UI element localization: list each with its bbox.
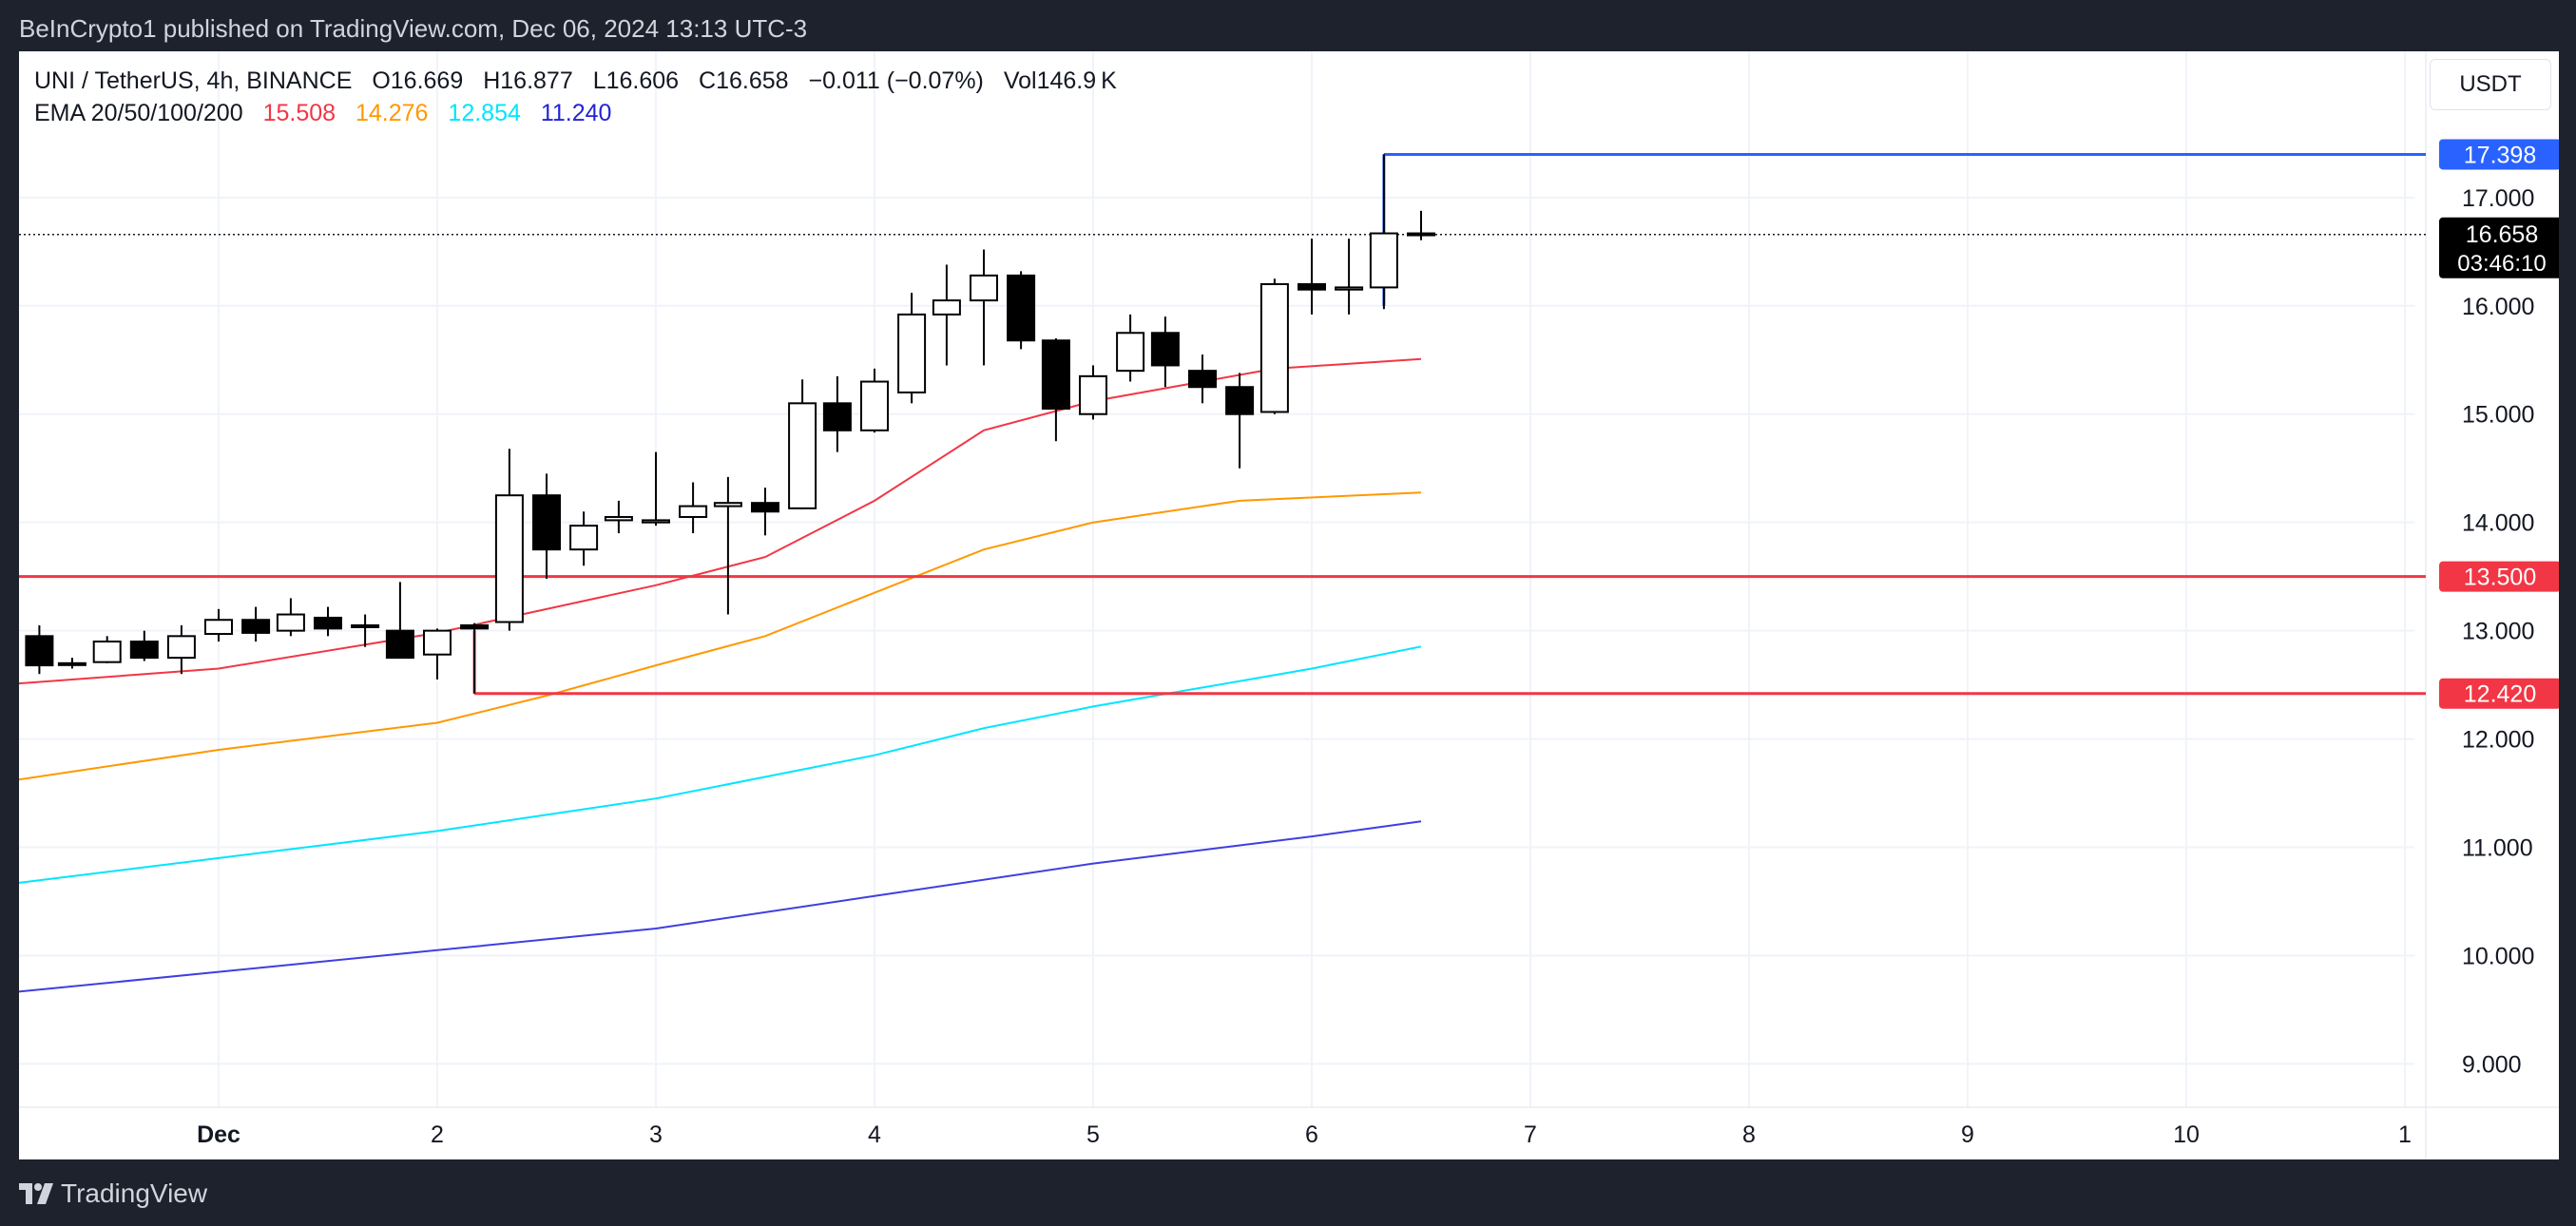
last-price-badge — [2439, 217, 2559, 278]
y-tick-label: 15.000 — [2462, 402, 2534, 429]
y-tick-label: 17.000 — [2462, 185, 2534, 212]
price-chart[interactable]: 9.000 10.000 11.000 12.000 13.000 14.000 15.00… — [19, 51, 2559, 1159]
y-tick-label: 14.000 — [2462, 510, 2534, 537]
candle-up — [1369, 232, 1398, 289]
x-tick-label: 1 — [2398, 1121, 2412, 1148]
candle-down — [385, 629, 414, 660]
x-tick-label: 5 — [1086, 1121, 1100, 1148]
y-tick-label: 11.000 — [2462, 835, 2533, 862]
candle-up — [970, 274, 998, 302]
candle-up — [642, 519, 670, 524]
top-bar: BeInCrypto1 published on TradingView.com… — [0, 0, 2576, 51]
ema-line-200 — [19, 820, 1422, 993]
ema200-value: 11.240 — [540, 100, 612, 126]
candle-up — [57, 661, 87, 666]
candle-down — [751, 502, 779, 513]
candle-up — [92, 641, 122, 663]
low-value: L16.606 — [592, 67, 680, 94]
candle-down — [129, 641, 159, 660]
ema100-value: 12.854 — [448, 100, 521, 126]
change-value: −0.011 (−0.07%) — [808, 67, 984, 94]
candle-up — [788, 402, 817, 509]
candle-down — [532, 494, 561, 551]
publisher-text: BeInCrypto1 published on TradingView.com… — [19, 14, 808, 43]
brand-label: TradingView — [61, 1178, 208, 1208]
bottom-bar: TradingView — [0, 1159, 2576, 1226]
ema-line-100 — [19, 645, 1422, 884]
countdown-label: 03:46:10 — [2457, 251, 2546, 277]
x-tick-label: 8 — [1742, 1121, 1756, 1148]
candle-up — [204, 619, 233, 636]
candle-down — [822, 402, 852, 431]
candle-up — [1259, 282, 1289, 413]
candle-down — [1225, 386, 1255, 415]
candle-up — [897, 313, 927, 393]
ema20-value: 15.508 — [262, 100, 336, 126]
candle-down — [241, 619, 271, 634]
level-badge — [2439, 139, 2559, 170]
chart-legend: UNI / TetherUS, 4h, BINANCE O16.669 H16.… — [34, 65, 1130, 129]
candle-down — [460, 623, 490, 630]
x-tick-label: Dec — [197, 1121, 240, 1148]
y-tick-label: 10.000 — [2462, 943, 2534, 969]
x-tick-label: 9 — [1961, 1121, 1974, 1148]
x-tick-label: 3 — [649, 1121, 663, 1148]
symbol-label[interactable]: UNI / TetherUS, 4h, BINANCE — [34, 67, 353, 94]
candle-down — [1407, 232, 1435, 237]
level-label: 17.398 — [2464, 142, 2536, 168]
candle-down — [314, 616, 342, 630]
candle-up — [1116, 332, 1145, 373]
y-tick-label: 16.000 — [2462, 294, 2534, 320]
y-tick-label: 12.000 — [2462, 727, 2534, 754]
x-tick-label: 7 — [1524, 1121, 1537, 1148]
candle-down — [1041, 339, 1070, 411]
open-value: O16.669 — [372, 67, 464, 94]
candle-up — [860, 380, 889, 431]
x-tick-label: 4 — [868, 1121, 881, 1148]
x-tick-label: 10 — [2173, 1121, 2200, 1148]
volume-value: Vol146.9 K — [1003, 67, 1117, 94]
candle-down — [351, 623, 380, 628]
ema-label[interactable]: EMA 20/50/100/200 — [34, 100, 243, 126]
candle-down — [1150, 332, 1180, 367]
last-price-label: 16.658 — [2466, 221, 2538, 248]
currency-unit-button[interactable]: USDT — [2430, 59, 2551, 110]
close-value: C16.658 — [699, 67, 789, 94]
candle-up — [494, 494, 524, 623]
x-tick-label: 2 — [431, 1121, 444, 1148]
level-label: 12.420 — [2464, 681, 2536, 708]
level-label: 13.500 — [2464, 565, 2536, 591]
candle-up — [713, 502, 742, 508]
level-badge — [2439, 678, 2559, 709]
ema50-value: 14.276 — [356, 100, 429, 126]
candle-up — [276, 613, 305, 632]
candle-down — [1007, 274, 1036, 342]
candle-up — [932, 299, 961, 316]
candle-up — [423, 629, 452, 656]
candle-up — [604, 515, 633, 522]
chart-area[interactable]: 9.000 10.000 11.000 12.000 13.000 14.000 15.00… — [19, 51, 2559, 1159]
tradingview-logo[interactable]: TradingView — [19, 1178, 207, 1209]
ohlc-legend: UNI / TetherUS, 4h, BINANCE O16.669 H16.… — [34, 65, 1130, 97]
y-tick-label: 13.000 — [2462, 619, 2534, 645]
tradingview-logo-icon — [19, 1183, 53, 1204]
ema-legend: EMA 20/50/100/200 15.508 14.276 12.854 1… — [34, 97, 1130, 129]
candle-up — [166, 635, 196, 660]
high-value: H16.877 — [483, 67, 573, 94]
candle-down — [25, 635, 54, 667]
level-badge — [2439, 561, 2559, 592]
candle-down — [1188, 370, 1217, 389]
candle-up — [569, 525, 599, 551]
x-tick-label: 6 — [1305, 1121, 1318, 1148]
y-tick-label: 9.000 — [2462, 1051, 2522, 1078]
candle-down — [1298, 282, 1326, 291]
ema-line-50 — [19, 491, 1422, 781]
candle-up — [679, 505, 708, 518]
candle-up — [1079, 374, 1107, 415]
candle-up — [1335, 286, 1364, 291]
